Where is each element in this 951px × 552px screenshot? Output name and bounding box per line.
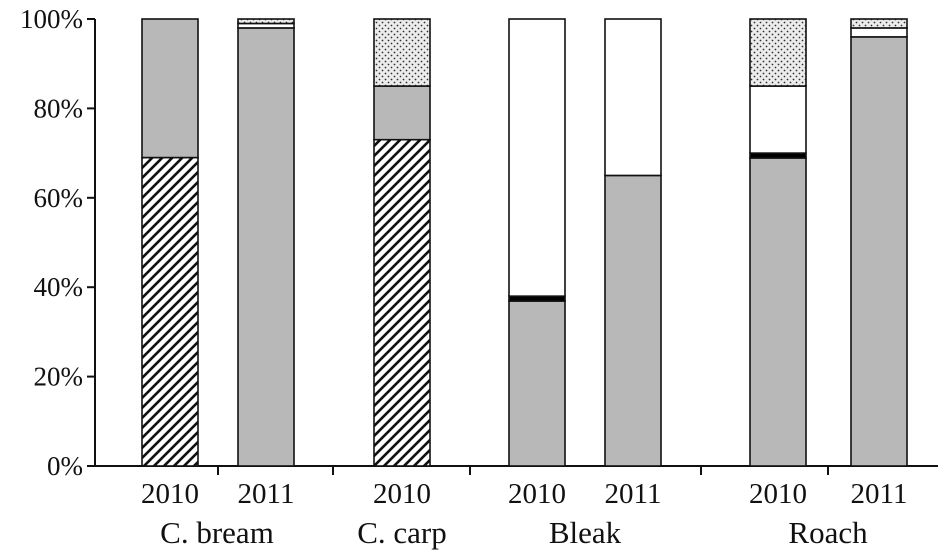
bar-segment-dotted	[749, 18, 807, 87]
bar-segment-dotted	[373, 18, 431, 87]
y-tick-label: 0%	[47, 451, 83, 481]
x-tick-label-year: 2011	[851, 478, 908, 510]
group-label: C. carp	[357, 515, 447, 550]
y-tick-label: 60%	[34, 183, 84, 213]
bar-segment-gray	[141, 18, 199, 159]
bar-segment-white	[749, 85, 807, 154]
bar-segment-gray	[373, 85, 431, 141]
group-label: Bleak	[549, 515, 622, 550]
group-label: Roach	[788, 515, 868, 550]
y-tick-label: 100%	[20, 4, 83, 34]
bar-segment-dotted	[237, 18, 295, 25]
bar-segment-gray	[604, 174, 662, 467]
bar-segment-gray	[237, 27, 295, 467]
bar-segment-white	[508, 18, 566, 297]
x-tick-label-year: 2010	[508, 478, 566, 510]
bars-layer	[141, 18, 908, 467]
x-tick-label-year: 2011	[238, 478, 295, 510]
y-tick-label: 20%	[34, 362, 84, 392]
bar-segment-gray	[508, 299, 566, 467]
x-tick-label-year: 2011	[605, 478, 662, 510]
y-tick-label: 40%	[34, 272, 84, 302]
bar-segment-hatched	[373, 138, 431, 467]
bar-segment-dotted	[850, 18, 908, 29]
bar-segment-gray	[850, 36, 908, 467]
labels-layer: 2010 2011 2010 2010 2011 2010 2011 C. bream C. c…	[141, 478, 907, 550]
x-tick-label-year: 2010	[373, 478, 431, 510]
bar-segment-white	[850, 27, 908, 38]
bar-segment-hatched	[141, 156, 199, 467]
y-tick-label: 80%	[34, 93, 84, 123]
axes: 0% 20% 40% 60% 80% 100%	[20, 4, 938, 481]
bar-segment-white	[604, 18, 662, 177]
group-label: C. bream	[160, 515, 274, 550]
bar-segment-gray	[749, 156, 807, 467]
x-tick-label-year: 2010	[749, 478, 807, 510]
x-tick-label-year: 2010	[141, 478, 199, 510]
